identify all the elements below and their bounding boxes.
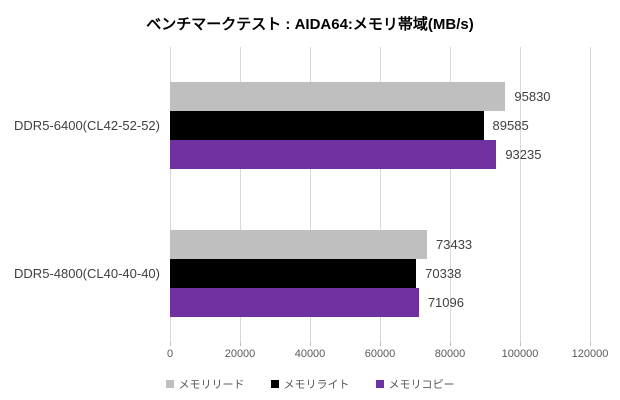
x-axis-tickmark [450, 342, 451, 346]
bar-group: 73433 70338 71096 [170, 229, 590, 317]
x-axis-tickmark [520, 342, 521, 346]
gridline [170, 47, 171, 342]
bar-write [170, 258, 417, 288]
x-axis-tick-label: 0 [166, 348, 174, 360]
gridline [310, 47, 311, 342]
x-axis-tick-label: 20000 [224, 348, 256, 360]
bar-value-label: 70338 [425, 265, 462, 281]
x-axis-tick-label: 40000 [294, 348, 326, 360]
bar-value-label: 89585 [492, 118, 529, 134]
bar-copy [170, 287, 419, 317]
x-axis-tickmark [310, 342, 311, 346]
bar-value-label: 95830 [514, 89, 551, 105]
gridline [380, 47, 381, 342]
legend-label: メモリコピー [388, 379, 455, 391]
category-label: DDR5-6400(CL42-52-52) [14, 118, 160, 134]
gridline [590, 47, 591, 342]
gridline [520, 47, 521, 342]
x-axis-tick-label: 80000 [434, 348, 466, 360]
bar-read [170, 229, 427, 259]
legend-label: メモリライト [283, 379, 350, 391]
bar-value-label: 73433 [436, 236, 473, 252]
legend-swatch-icon [270, 380, 279, 388]
x-axis-tickmark [240, 342, 241, 346]
bar-read [170, 82, 506, 112]
legend-item: メモリライト [270, 376, 350, 392]
bar-copy [170, 140, 497, 170]
y-axis: DDR5-6400(CL42-52-52) DDR5-4800(CL40-40-4… [0, 47, 160, 342]
legend-item: メモリリード [165, 376, 245, 392]
plot-area: 95830 89585 93235 73433 70338 71096 [170, 47, 591, 346]
gridline [240, 47, 241, 342]
x-axis-tick-label: 100000 [501, 348, 539, 360]
gridline [450, 47, 451, 342]
bar-value-label: 93235 [505, 147, 542, 163]
x-axis-tick-label: 60000 [364, 348, 396, 360]
legend-item: メモリコピー [375, 376, 455, 392]
x-axis-tick-label: 120000 [571, 348, 609, 360]
x-axis: 0 20000 40000 60000 80000 100000 120000 [166, 348, 608, 362]
category-label: DDR5-4800(CL40-40-40) [14, 265, 160, 281]
bar-value-label: 71096 [427, 294, 464, 310]
x-axis-tickmark [380, 342, 381, 346]
legend: メモリリード メモリライト メモリコピー [0, 376, 620, 392]
x-axis-tickmark [590, 342, 591, 346]
x-axis-tickmark [170, 342, 171, 346]
legend-label: メモリリード [178, 379, 245, 391]
legend-swatch-icon [165, 380, 174, 388]
bar-write [170, 111, 484, 141]
legend-swatch-icon [375, 380, 384, 388]
chart-title: ベンチマークテスト : AIDA64:メモリ帯域(MB/s) [146, 16, 474, 33]
bar-group: 95830 89585 93235 [170, 82, 590, 170]
